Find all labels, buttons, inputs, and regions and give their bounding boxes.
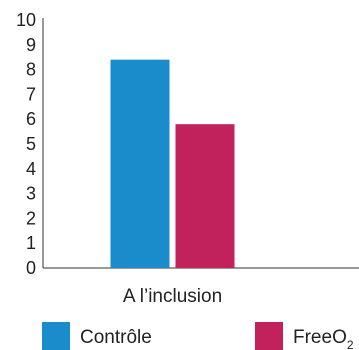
bar-freeo2	[175, 124, 235, 268]
y-tick-label: 9	[26, 35, 36, 55]
legend-swatch-freeo2	[255, 322, 283, 350]
y-tick-label: 2	[26, 208, 36, 228]
y-tick-label: 3	[26, 184, 36, 204]
legend-label-freeo2-subscript: 2	[347, 338, 354, 350]
category-label: A l’inclusion	[123, 286, 222, 307]
y-tick-label: 10	[16, 10, 36, 30]
y-tick-label: 4	[26, 159, 36, 179]
y-tick-label: 7	[26, 84, 36, 104]
bars	[110, 59, 235, 269]
y-tick-label: 5	[26, 134, 36, 154]
legend-label-freeo2-main: FreeO	[293, 327, 347, 348]
legend-label-controle: Contrôle	[80, 327, 152, 348]
y-axis-ticks: 0 1 2 3 4 5 6 7 8 9 10	[16, 10, 36, 278]
legend-swatch-controle	[42, 322, 70, 350]
legend-label-freeo2: FreeO2	[293, 327, 354, 350]
bar-controle	[110, 59, 170, 269]
y-tick-label: 0	[26, 258, 36, 278]
y-tick-label: 1	[26, 233, 36, 253]
y-tick-label: 6	[26, 109, 36, 129]
legend: Contrôle FreeO2	[42, 322, 354, 350]
y-tick-label: 8	[26, 60, 36, 80]
